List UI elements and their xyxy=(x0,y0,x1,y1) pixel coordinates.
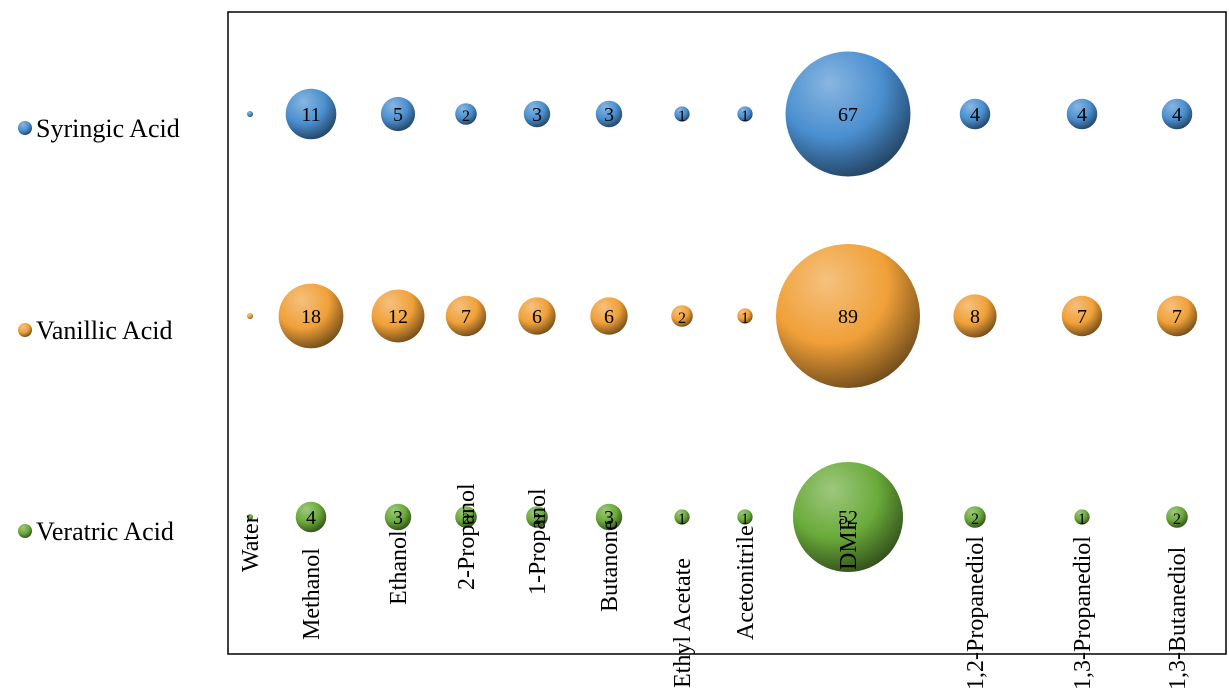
bubble-label-syringic-acid-butanone: 3 xyxy=(604,104,614,126)
bubble-syringic-acid-acetonitrile xyxy=(737,106,753,122)
bubble-veratric-acid-water xyxy=(247,514,253,520)
legend-label-veratric-acid: Veratric Acid xyxy=(36,517,174,546)
bubble-label-vanillic-acid-1-2-propanediol: 8 xyxy=(970,306,980,328)
bubble-vanillic-acid-acetonitrile xyxy=(737,308,753,324)
bubble-veratric-acid-butanone xyxy=(595,503,623,531)
bubble-vanillic-acid-1-3-butanediol xyxy=(1156,295,1198,337)
category-label-1-propanol: 1-Propanol xyxy=(525,488,551,595)
bubble-label-veratric-acid-1-propanol: 2 xyxy=(533,511,541,528)
category-label-dmf: DMF xyxy=(836,518,862,570)
bubble-vanillic-acid-2-propanol xyxy=(445,295,487,337)
category-label-1-3-butanediol: 1,3-Butanediol xyxy=(1165,546,1191,690)
bubble-veratric-acid-acetonitrile xyxy=(737,509,753,525)
bubble-vanillic-acid-1-3-propanediol xyxy=(1061,295,1103,337)
bubble-label-syringic-acid-2-propanol: 2 xyxy=(462,108,470,125)
bubble-veratric-acid-1-3-butanediol xyxy=(1166,506,1188,528)
bubble-vanillic-acid-methanol xyxy=(278,283,344,349)
bubble-veratric-acid-1-propanol xyxy=(526,506,548,528)
bubble-label-veratric-acid-butanone: 3 xyxy=(604,507,614,529)
bubble-label-syringic-acid-1-2-propanediol: 4 xyxy=(970,104,980,126)
legend-label-vanillic-acid: Vanillic Acid xyxy=(36,316,172,345)
bubble-label-syringic-acid-ethyl-acetate: 1 xyxy=(678,108,686,125)
bubble-label-vanillic-acid-1-propanol: 6 xyxy=(532,306,542,328)
bubble-veratric-acid-2-propanol xyxy=(455,506,477,528)
bubble-label-veratric-acid-ethanol: 3 xyxy=(393,507,403,529)
bubble-syringic-acid-butanone xyxy=(595,100,623,128)
bubble-label-syringic-acid-ethanol: 5 xyxy=(393,104,403,126)
category-label-acetonitrile: Acetonitrile xyxy=(733,525,759,640)
bubble-label-veratric-acid-ethyl-acetate: 1 xyxy=(678,511,686,528)
bubble-veratric-acid-methanol xyxy=(295,501,327,533)
bubble-vanillic-acid-water xyxy=(247,313,253,319)
category-label-methanol: Methanol xyxy=(299,548,325,640)
bubble-label-syringic-acid-1-3-propanediol: 4 xyxy=(1077,104,1087,126)
bubble-label-vanillic-acid-1-3-butanediol: 7 xyxy=(1172,306,1182,328)
category-label-2-propanol: 2-Propanol xyxy=(454,483,480,590)
bubble-label-veratric-acid-1-3-butanediol: 2 xyxy=(1173,511,1181,528)
bubble-label-veratric-acid-1-3-propanediol: 1 xyxy=(1078,511,1086,528)
category-label-ethyl-acetate: Ethyl Acetate xyxy=(670,558,696,688)
bubble-vanillic-acid-1-2-propanediol xyxy=(953,294,997,338)
bubble-label-syringic-acid-1-propanol: 3 xyxy=(532,104,542,126)
bubble-syringic-acid-1-3-propanediol xyxy=(1066,98,1098,130)
bubble-label-veratric-acid-1-2-propanediol: 2 xyxy=(971,511,979,528)
bubble-veratric-acid-1-2-propanediol xyxy=(964,506,986,528)
category-label-1-3-propanediol: 1,3-Propanediol xyxy=(1070,536,1096,690)
category-label-butanone: Butanone xyxy=(597,520,623,612)
legend-marker-veratric-acid xyxy=(18,524,32,538)
bubble-label-veratric-acid-2-propanol: 2 xyxy=(462,511,470,528)
bubble-label-syringic-acid-methanol: 11 xyxy=(301,104,320,126)
bubble-label-syringic-acid-1-3-butanediol: 4 xyxy=(1172,104,1182,126)
bubble-vanillic-acid-1-propanol xyxy=(518,297,556,335)
bubble-syringic-acid-1-propanol xyxy=(523,100,551,128)
bubble-label-vanillic-acid-dmf: 89 xyxy=(838,306,858,328)
bubble-label-vanillic-acid-butanone: 6 xyxy=(604,306,614,328)
bubble-label-veratric-acid-acetonitrile: 1 xyxy=(741,511,749,528)
bubble-vanillic-acid-dmf xyxy=(776,244,920,388)
bubble-label-vanillic-acid-methanol: 18 xyxy=(301,306,321,328)
bubble-syringic-acid-2-propanol xyxy=(455,103,477,125)
bubble-label-vanillic-acid-1-3-propanediol: 7 xyxy=(1077,306,1087,328)
bubble-label-veratric-acid-methanol: 4 xyxy=(306,507,316,529)
bubble-veratric-acid-dmf xyxy=(792,461,904,573)
legend-marker-vanillic-acid xyxy=(18,323,32,337)
bubble-syringic-acid-ethyl-acetate xyxy=(674,106,690,122)
bubble-label-syringic-acid-dmf: 67 xyxy=(838,104,858,126)
legend-marker-syringic-acid xyxy=(18,121,32,135)
bubble-vanillic-acid-ethyl-acetate xyxy=(671,305,693,327)
bubble-syringic-acid-dmf xyxy=(785,51,911,177)
bubble-label-vanillic-acid-ethyl-acetate: 2 xyxy=(678,310,686,327)
bubble-label-vanillic-acid-ethanol: 12 xyxy=(388,306,408,328)
category-label-1-2-propanediol: 1,2-Propanediol xyxy=(963,536,989,690)
bubble-veratric-acid-ethyl-acetate xyxy=(674,509,690,525)
plot-area-frame xyxy=(227,11,1227,655)
category-label-water: Water xyxy=(238,515,264,572)
category-label-ethanol: Ethanol xyxy=(386,530,412,605)
bubble-veratric-acid-1-3-propanediol xyxy=(1074,509,1090,525)
bubble-syringic-acid-methanol xyxy=(285,88,337,140)
bubble-veratric-acid-ethanol xyxy=(384,503,412,531)
bubble-syringic-acid-1-2-propanediol xyxy=(959,98,991,130)
bubble-vanillic-acid-butanone xyxy=(590,297,628,335)
bubble-vanillic-acid-ethanol xyxy=(371,289,425,343)
bubble-label-vanillic-acid-acetonitrile: 1 xyxy=(741,310,749,327)
bubble-syringic-acid-ethanol xyxy=(380,96,416,132)
legend-label-syringic-acid: Syringic Acid xyxy=(36,114,180,143)
bubble-syringic-acid-1-3-butanediol xyxy=(1161,98,1193,130)
bubble-label-veratric-acid-dmf: 52 xyxy=(838,507,858,529)
bubble-label-vanillic-acid-2-propanol: 7 xyxy=(461,306,471,328)
bubble-syringic-acid-water xyxy=(247,111,253,117)
bubble-label-syringic-acid-acetonitrile: 1 xyxy=(741,108,749,125)
